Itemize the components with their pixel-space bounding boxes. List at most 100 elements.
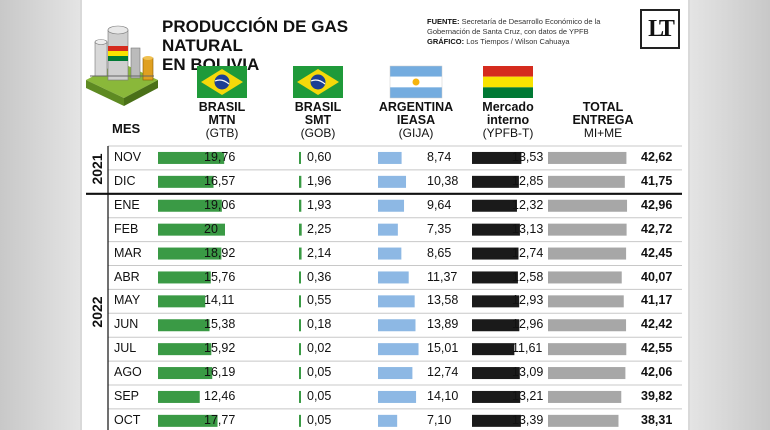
bar-ieasa (378, 343, 419, 356)
column-header-line-3: (GTB) (205, 126, 239, 140)
background-right (690, 0, 770, 430)
column-header-line-1: BRASIL (198, 100, 246, 114)
value-label-mi: 13,09 (512, 365, 544, 380)
value-label-mtn: 15,92 (204, 341, 236, 356)
bar-ieasa (378, 247, 402, 260)
bar-mi (472, 151, 522, 164)
bar-mi (472, 319, 520, 332)
bar-ieasa (378, 414, 398, 427)
column-header-line-2: ENTREGA (572, 113, 634, 127)
value-label-mi: 11,61 (512, 341, 543, 356)
graphic-label: GRÁFICO: (427, 37, 465, 46)
month-label: JUN (114, 317, 139, 332)
value-label-smt: 0,02 (307, 341, 332, 356)
month-label: JUL (114, 341, 137, 356)
value-label-ieasa: 7,35 (427, 221, 452, 236)
bar-ieasa (378, 151, 402, 164)
bar-smt (299, 199, 302, 212)
bolivia-flag-yellow (483, 76, 533, 88)
source-block: FUENTE: Secretaría de Desarrollo Económi… (427, 17, 642, 47)
month-label: FEB (114, 221, 139, 236)
chart-title: PRODUCCIÓN DE GAS NATURAL EN BOLIVIA (162, 17, 432, 74)
bar-smt (299, 367, 301, 380)
value-label-total: 42,96 (641, 197, 673, 212)
bar-total (548, 319, 627, 332)
month-label: MAR (114, 245, 142, 260)
value-label-total: 42,55 (641, 341, 673, 356)
value-label-total: 42,42 (641, 317, 673, 332)
bar-mi (472, 271, 518, 284)
bar-smt (299, 414, 301, 427)
month-label: MAY (114, 293, 141, 308)
column-header-line-2: interno (486, 113, 530, 127)
column-header-line-3: (YPFB-T) (482, 126, 534, 140)
value-label-smt: 1,96 (307, 173, 332, 188)
column-header-line-2: MTN (208, 113, 236, 127)
month-label: OCT (114, 412, 141, 427)
value-label-ieasa: 13,89 (427, 317, 459, 332)
value-label-mi: 13,21 (512, 389, 544, 403)
bar-mi (472, 343, 515, 356)
value-label-mtn: 16,19 (204, 365, 236, 380)
bar-ieasa (378, 175, 407, 188)
graphic-text: Los Tiempos / Wilson Cahuaya (466, 37, 570, 46)
argentina-flag-icon (390, 66, 442, 77)
bar-total (548, 271, 622, 284)
value-label-total: 42,62 (641, 150, 673, 164)
bar-total (548, 390, 622, 403)
bar-mtn (158, 295, 206, 308)
value-label-ieasa: 10,38 (427, 173, 459, 188)
bar-total (548, 295, 624, 308)
column-header-line-2: SMT (304, 113, 332, 127)
bar-mi (472, 247, 519, 260)
value-label-mtn: 12,46 (204, 389, 236, 403)
bar-total (548, 367, 626, 380)
bar-smt (299, 247, 302, 260)
bar-mtn (158, 247, 222, 260)
bar-mtn (158, 151, 225, 164)
bar-smt (299, 151, 301, 164)
bar-smt (299, 271, 301, 284)
infographic-card (82, 0, 688, 430)
background-left (0, 0, 80, 430)
value-label-total: 42,06 (641, 365, 673, 380)
bar-mtn (158, 367, 213, 380)
month-label: AGO (114, 365, 142, 380)
bar-smt (299, 175, 302, 188)
value-label-smt: 0,18 (307, 317, 332, 332)
value-label-mi: 12,93 (512, 293, 544, 308)
value-label-mtn: 15,76 (204, 269, 236, 284)
bar-ieasa (378, 223, 398, 236)
argentina-flag-sun (412, 78, 420, 86)
value-label-ieasa: 8,74 (427, 150, 452, 164)
bar-total (548, 151, 627, 164)
column-header-smt: BRASIL SMT (GOB) (263, 101, 373, 140)
bar-mtn (158, 343, 212, 356)
value-label-ieasa: 13,58 (427, 293, 459, 308)
column-header-mi: Mercado interno (YPFB-T) (453, 101, 563, 140)
year-label-2022: 2022 (89, 296, 105, 328)
bar-ieasa (378, 295, 415, 308)
bar-mi (472, 390, 521, 403)
bar-mtn (158, 390, 200, 403)
bar-mi (472, 175, 519, 188)
value-label-smt: 0,60 (307, 150, 332, 164)
column-header-line-1: Mercado (482, 100, 534, 114)
month-label: NOV (114, 150, 142, 164)
bar-total (548, 199, 628, 212)
bar-ieasa (378, 390, 417, 403)
value-label-mtn: 19,06 (204, 197, 236, 212)
bar-mtn (158, 175, 214, 188)
value-label-mi: 12,58 (512, 269, 544, 284)
value-label-ieasa: 12,74 (427, 365, 459, 380)
value-label-ieasa: 15,01 (427, 341, 459, 356)
value-label-mtn: 18,92 (204, 245, 236, 260)
value-label-mi: 13,13 (512, 221, 544, 236)
value-label-smt: 0,05 (307, 389, 332, 403)
bar-mi (472, 199, 517, 212)
value-label-total: 42,45 (641, 245, 673, 260)
value-label-ieasa: 9,64 (427, 197, 452, 212)
value-label-total: 41,17 (641, 293, 673, 308)
bar-total (548, 223, 627, 236)
